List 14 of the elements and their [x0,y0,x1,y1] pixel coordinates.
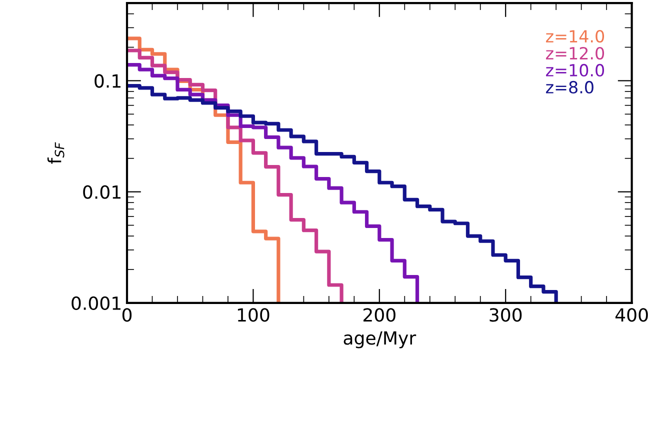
x-tick-label: 100 [238,308,270,322]
x-tick-label: 400 [615,308,648,322]
y-axis-title: f$_{SF}$ [47,142,64,164]
y-tick-label: 0.01 [83,185,120,199]
y-tick-label: 0.1 [94,74,120,88]
x-tick-label: 0 [122,308,132,322]
x-tick-label: 300 [490,308,522,322]
text: z=14.0 [546,30,604,43]
text: z=8.0 [546,80,594,94]
y-tick-label: 0.001 [72,296,120,310]
text: z=12.0 [546,46,604,60]
x-axis-title: age/Myr [344,331,416,348]
x-tick-label: 200 [363,308,396,322]
text: z=10.0 [546,64,604,77]
